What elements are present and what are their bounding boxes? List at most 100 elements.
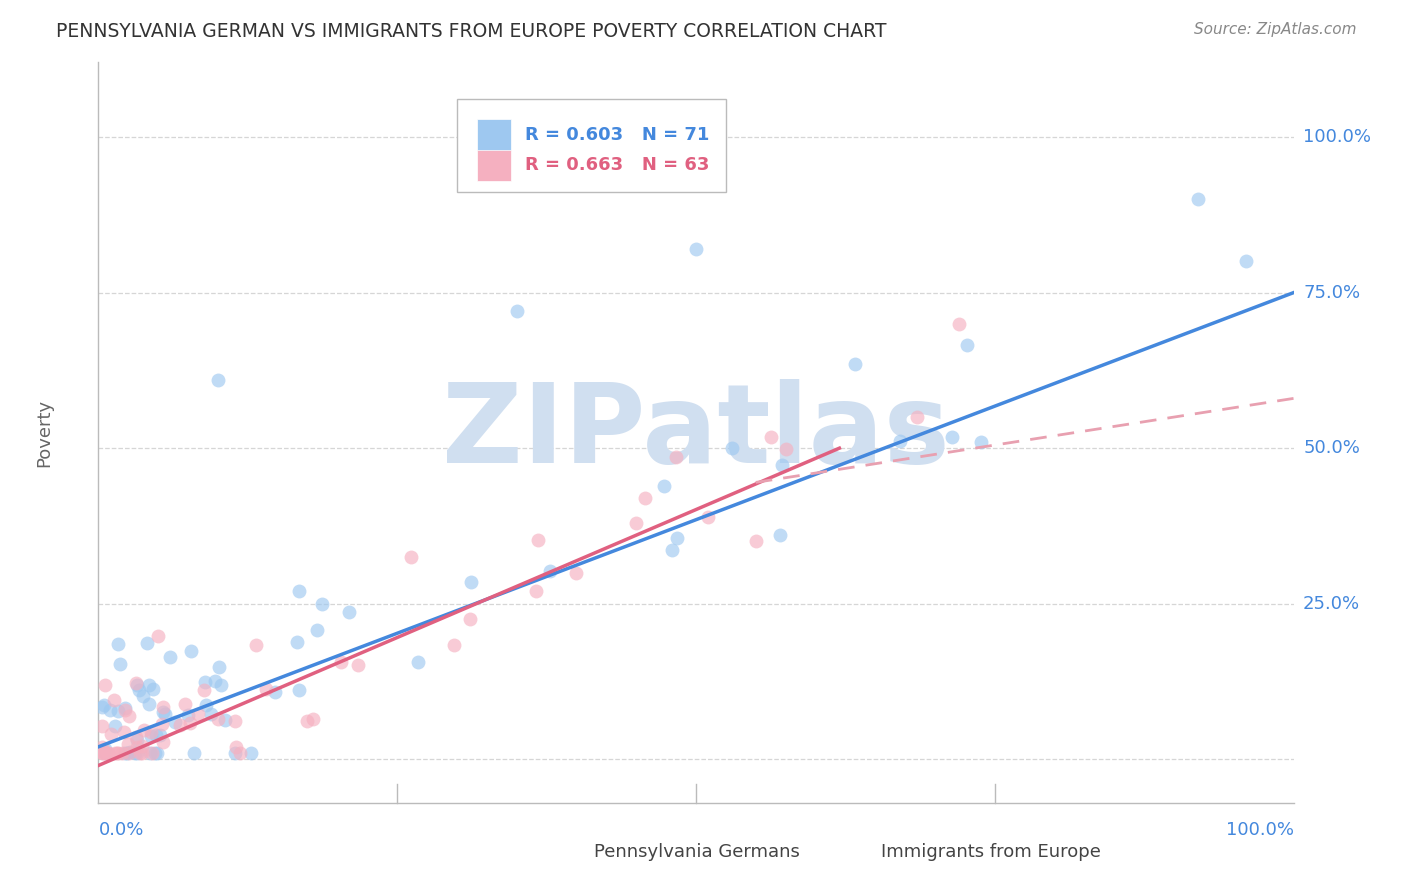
Point (229, 746, 252, 760)
Point (127, 732, 149, 747)
Point (132, 723, 155, 738)
Point (297, 714, 319, 729)
Point (177, 708, 200, 723)
Point (697, 510, 720, 524)
Point (330, 655, 353, 669)
Point (634, 491, 657, 506)
Point (288, 683, 311, 698)
Point (114, 746, 136, 760)
Point (139, 725, 162, 739)
Point (100, 726, 122, 740)
Point (775, 442, 797, 457)
Point (770, 458, 793, 472)
Point (141, 730, 163, 744)
Point (204, 674, 226, 689)
Point (152, 735, 174, 749)
Point (759, 430, 782, 444)
Point (97, 746, 120, 760)
Point (224, 746, 246, 760)
Point (91, 746, 114, 760)
Point (626, 516, 648, 530)
Point (347, 658, 370, 673)
Point (652, 479, 675, 493)
Point (665, 450, 688, 464)
Point (889, 434, 911, 449)
Point (93, 746, 115, 760)
Point (118, 708, 141, 723)
Text: 25.0%: 25.0% (1303, 595, 1360, 613)
Point (128, 682, 150, 697)
Point (661, 543, 683, 558)
Point (769, 527, 792, 541)
Point (152, 699, 174, 714)
Point (200, 706, 222, 721)
Point (110, 657, 132, 671)
Point (956, 338, 979, 352)
Point (406, 655, 429, 669)
Point (153, 707, 176, 722)
Point (135, 636, 157, 650)
Point (165, 714, 187, 729)
Point (145, 728, 167, 742)
Point (209, 678, 232, 692)
Point (685, 242, 707, 256)
Bar (553, 838, 586, 866)
Point (105, 746, 128, 760)
Point (104, 746, 127, 760)
Point (526, 533, 548, 547)
Point (131, 739, 153, 753)
Point (107, 746, 129, 760)
Point (254, 682, 277, 697)
Point (225, 739, 247, 754)
Point (111, 746, 134, 760)
Point (207, 712, 229, 726)
Point (443, 638, 465, 652)
Point (307, 623, 329, 637)
Point (94, 678, 117, 692)
Point (337, 605, 360, 619)
Point (104, 719, 127, 733)
Point (150, 717, 173, 731)
Point (127, 678, 149, 692)
Point (91, 746, 114, 760)
Point (146, 629, 169, 643)
Point (905, 410, 928, 425)
Point (139, 746, 162, 760)
Point (118, 745, 141, 759)
Text: Immigrants from Europe: Immigrants from Europe (882, 843, 1101, 861)
Text: Pennsylvania Germans: Pennsylvania Germans (595, 843, 800, 861)
Point (159, 650, 181, 665)
Point (91, 719, 114, 733)
Point (115, 746, 138, 760)
Point (127, 740, 149, 755)
Bar (839, 838, 873, 866)
Point (107, 704, 129, 718)
Point (143, 746, 166, 760)
Point (100, 703, 122, 717)
Point (132, 690, 155, 704)
Point (94, 746, 117, 760)
Point (460, 575, 482, 590)
Point (131, 746, 153, 760)
Point (524, 583, 547, 598)
Text: Source: ZipAtlas.com: Source: ZipAtlas.com (1194, 22, 1357, 37)
Point (399, 549, 422, 564)
Point (745, 534, 768, 549)
Point (1187, 192, 1209, 206)
Point (179, 715, 201, 730)
Point (941, 429, 963, 443)
Text: 100.0%: 100.0% (1226, 822, 1294, 839)
Point (114, 700, 136, 714)
Point (224, 714, 246, 728)
Point (124, 746, 146, 760)
Point (138, 697, 160, 711)
Point (288, 584, 311, 599)
Point (97, 746, 120, 760)
Point (107, 637, 129, 651)
Point (245, 638, 267, 652)
Point (183, 746, 205, 760)
Point (844, 357, 866, 371)
Point (565, 566, 588, 580)
Point (721, 441, 744, 455)
Point (103, 692, 125, 706)
